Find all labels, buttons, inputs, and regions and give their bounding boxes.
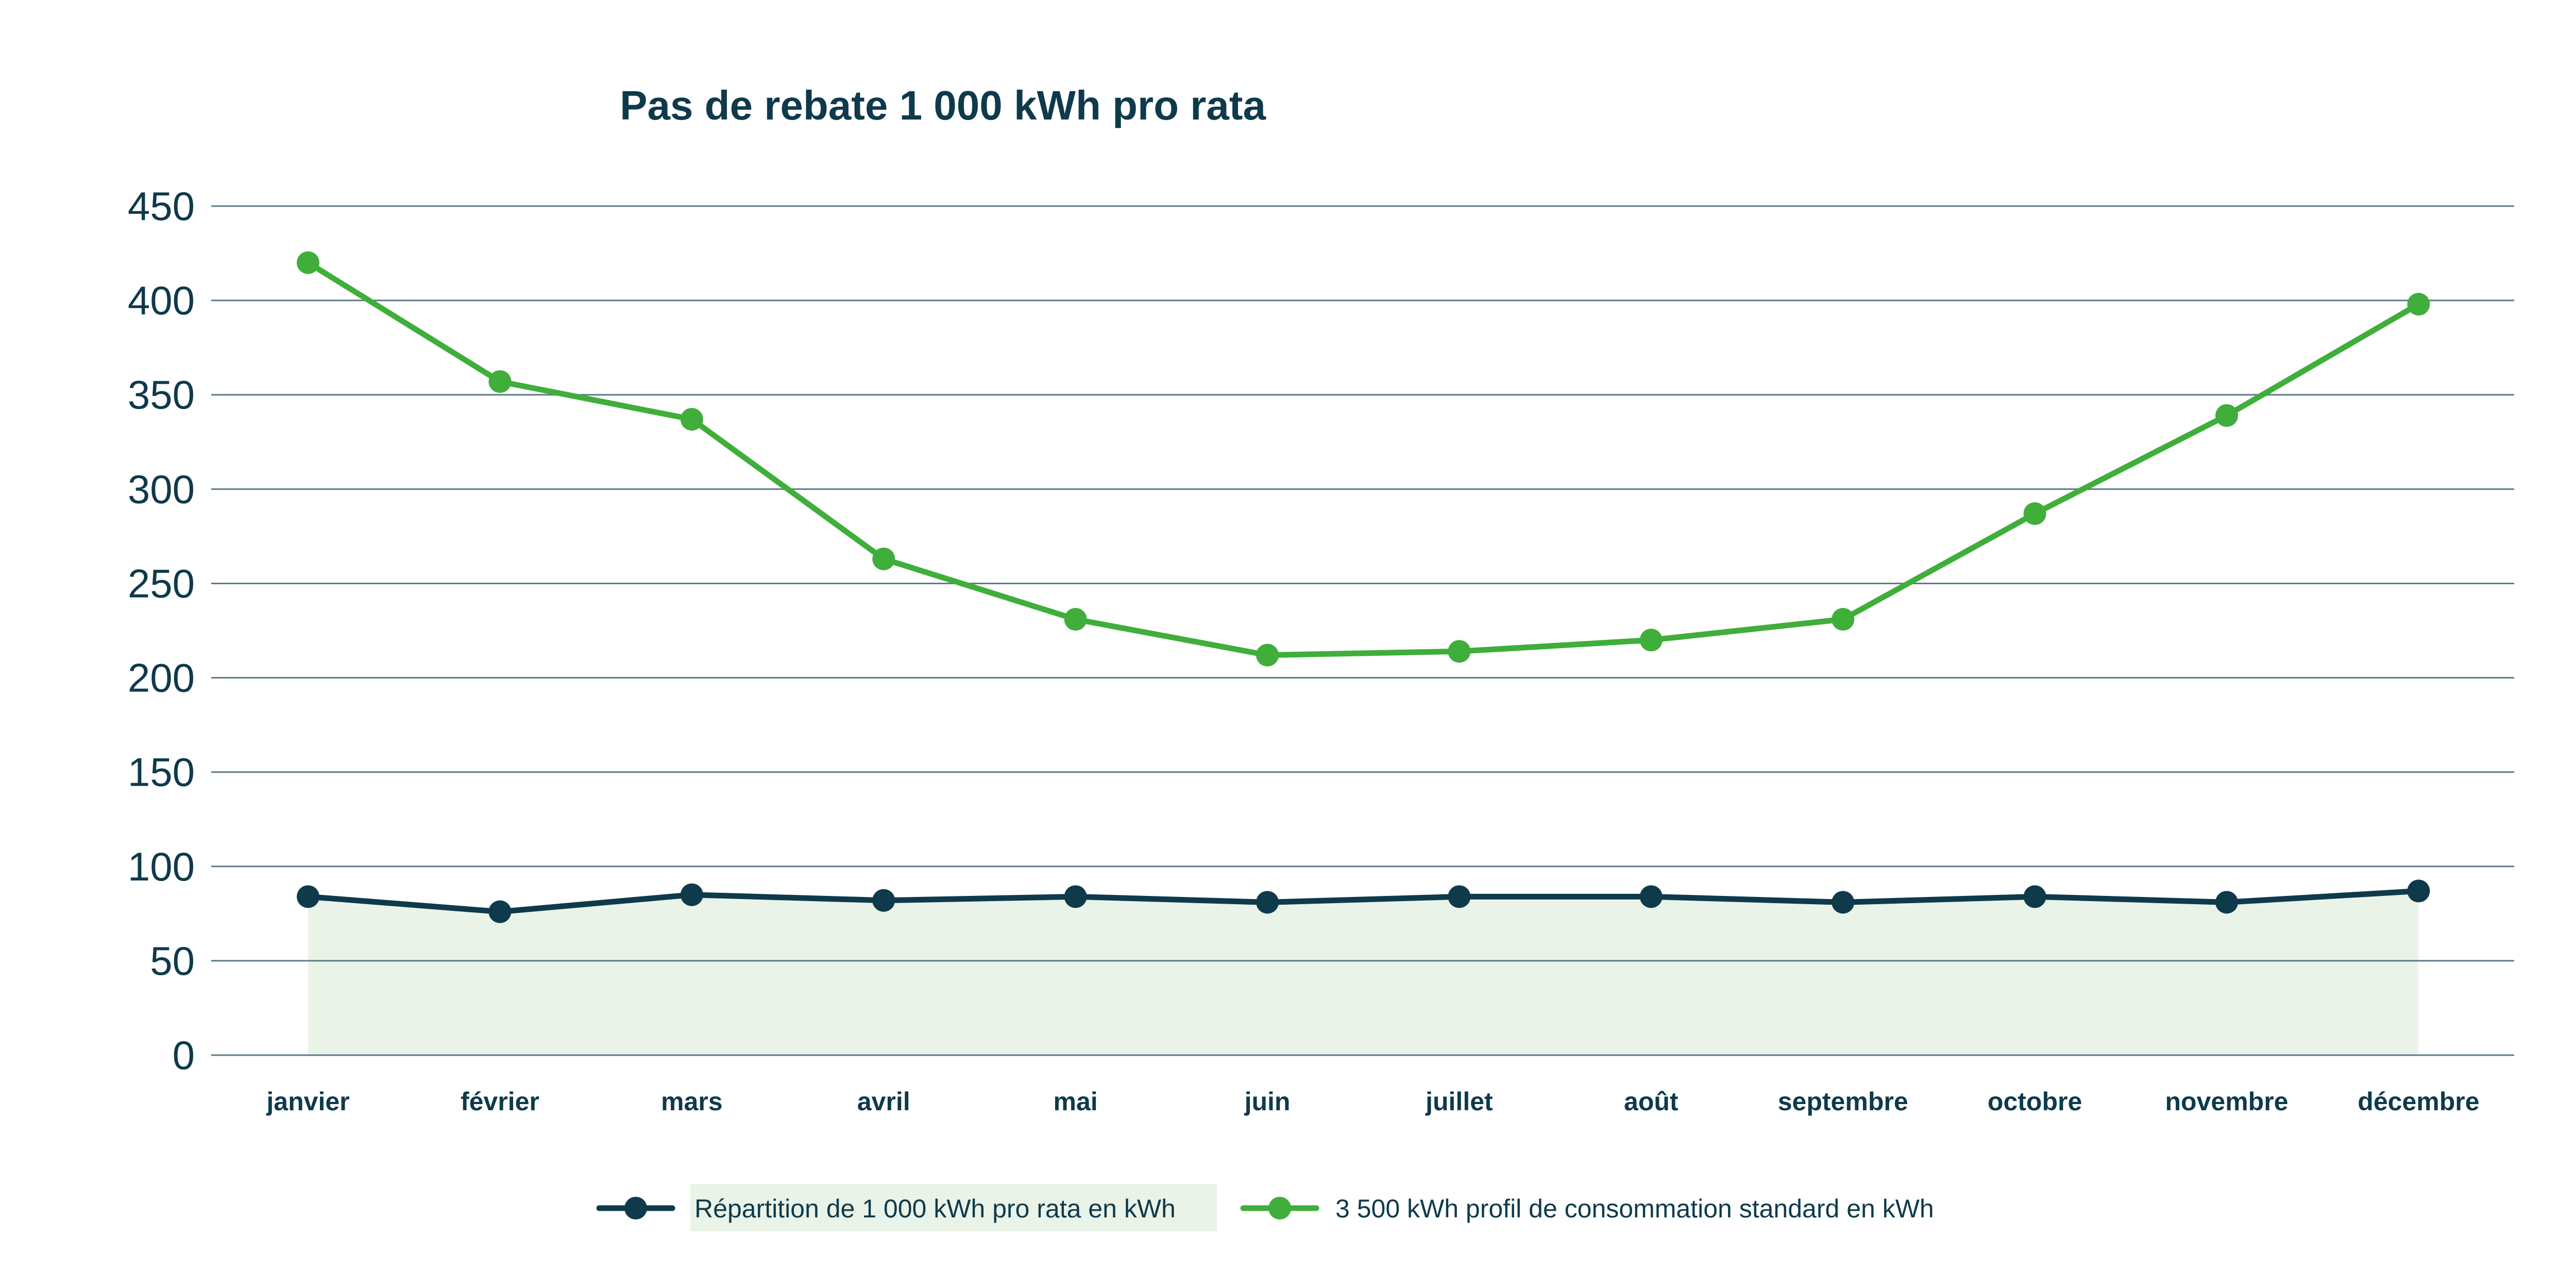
x-tick-label: juillet — [1425, 1087, 1493, 1116]
data-point — [488, 370, 512, 393]
legend-marker-swatch — [624, 1197, 647, 1219]
y-tick-label: 300 — [128, 466, 195, 512]
y-tick-label: 200 — [128, 655, 195, 701]
y-tick-label: 100 — [128, 844, 195, 889]
x-tick-label: décembre — [2358, 1087, 2479, 1116]
data-point — [297, 251, 319, 274]
legend-item-2: 3 500 kWh profil de consommation standar… — [1240, 1194, 1934, 1223]
x-tick-label: septembre — [1778, 1087, 1908, 1116]
data-point — [2407, 293, 2430, 316]
data-point — [488, 900, 512, 923]
legend-label: 3 500 kWh profil de consommation standar… — [1335, 1194, 1934, 1223]
data-point — [1256, 891, 1279, 914]
legend-label-highlight — [690, 1184, 1217, 1231]
series-area-fill — [308, 891, 2419, 1055]
y-tick-label: 400 — [128, 278, 195, 323]
y-tick-label: 450 — [128, 183, 195, 229]
data-point — [297, 885, 319, 908]
x-tick-label: avril — [857, 1087, 910, 1116]
data-point — [680, 883, 703, 906]
x-tick-label: août — [1624, 1087, 1679, 1116]
y-tick-label: 350 — [128, 372, 195, 417]
legend-label: Répartition de 1 000 kWh pro rata en kWh — [694, 1194, 1176, 1223]
x-tick-label: juin — [1244, 1087, 1291, 1116]
x-tick-label: janvier — [266, 1087, 349, 1116]
area-layer — [308, 891, 2419, 1055]
y-tick-label: 0 — [173, 1032, 195, 1078]
data-point — [2215, 891, 2238, 914]
data-point — [1448, 640, 1471, 663]
data-point — [1832, 891, 1855, 914]
data-point — [1639, 885, 1663, 908]
series-line — [305, 260, 2421, 658]
y-tick-label: 50 — [150, 938, 195, 984]
legend: Répartition de 1 000 kWh pro rata en kWh… — [596, 1184, 1934, 1231]
data-point — [872, 547, 895, 570]
x-tick-label: février — [461, 1087, 539, 1116]
series-2 — [297, 251, 2430, 667]
data-point — [1064, 608, 1087, 631]
x-tick-label: novembre — [2165, 1087, 2289, 1116]
data-point — [2023, 885, 2046, 908]
data-point — [1256, 643, 1279, 667]
chart-title: Pas de rebate 1 000 kWh pro rata — [620, 82, 1266, 128]
data-point — [680, 408, 703, 431]
x-axis: janvier février mars avril mai juin juillet aoû… — [266, 1087, 2479, 1116]
y-tick-label: 250 — [128, 561, 195, 606]
data-point — [1448, 885, 1471, 908]
data-point — [1064, 885, 1087, 908]
y-tick-label: 150 — [128, 750, 195, 795]
grid-layer — [211, 205, 2514, 1056]
y-axis: 0 50 100 150 200 250 300 350 400 450 — [128, 183, 195, 1078]
x-tick-label: mars — [661, 1087, 723, 1116]
data-point — [2215, 404, 2238, 427]
data-point — [1639, 629, 1663, 652]
series-line — [305, 888, 2421, 915]
series-1 — [297, 879, 2430, 923]
data-point — [2023, 502, 2046, 525]
legend-marker-swatch — [1268, 1197, 1291, 1219]
data-point — [872, 889, 895, 912]
data-point — [1832, 608, 1855, 631]
data-point — [2407, 879, 2430, 903]
x-tick-label: mai — [1054, 1087, 1098, 1116]
series-layer — [297, 251, 2430, 923]
legend-item-1: Répartition de 1 000 kWh pro rata en kWh — [596, 1184, 1217, 1231]
x-tick-label: octobre — [1988, 1087, 2082, 1116]
